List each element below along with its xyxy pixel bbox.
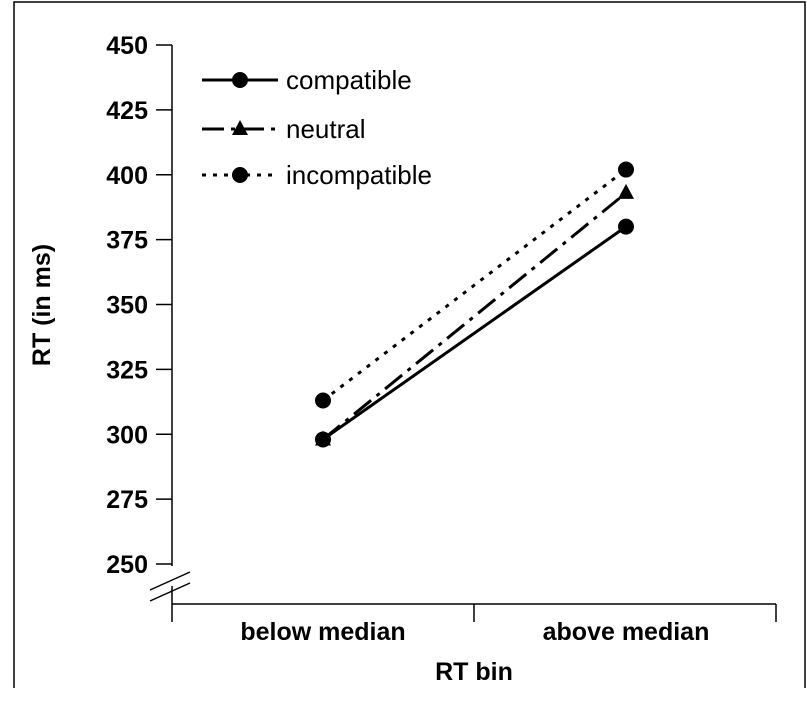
- legend-marker-neutral: [232, 120, 248, 135]
- y-tick-label: 275: [106, 486, 148, 514]
- y-tick-label: 450: [106, 32, 148, 60]
- axis-break-mark-upper: [149, 571, 191, 591]
- y-tick-label: 375: [106, 227, 148, 255]
- axis-break-mark-lower: [149, 582, 191, 602]
- data-point-neutral: [618, 183, 634, 199]
- figure-border: [13, 1, 806, 688]
- legend-label-neutral: neutral: [286, 114, 366, 144]
- y-tick-label: 425: [106, 97, 148, 125]
- y-axis-label: RT (in ms): [28, 244, 56, 366]
- series-line-incompatible: [322, 168, 627, 402]
- data-point-incompatible: [618, 161, 634, 178]
- series-lines: [322, 168, 627, 441]
- series-markers: [315, 161, 634, 448]
- series-line-compatible: [322, 225, 627, 441]
- legend-marker-incompatible: [232, 167, 248, 183]
- y-tick-label: 350: [106, 292, 148, 320]
- y-ticks: 450 425 400 375 350 325 300 275 250: [106, 32, 172, 579]
- x-axis-label: RT bin: [435, 658, 513, 686]
- series-line-neutral: [322, 191, 627, 441]
- data-point-neutral: [315, 430, 331, 446]
- x-tick-label: below median: [240, 618, 405, 646]
- legend-label-compatible: compatible: [286, 65, 412, 95]
- legend-marker-compatible: [232, 72, 248, 88]
- data-point-compatible: [618, 218, 634, 235]
- legend-label-incompatible: incompatible: [286, 160, 432, 190]
- data-point-incompatible: [315, 392, 331, 409]
- legend: compatible neutral incompatible: [202, 65, 432, 190]
- y-tick-label: 325: [106, 356, 148, 384]
- x-tick-label: above median: [543, 618, 710, 646]
- x-tick-labels: below median above median: [240, 618, 709, 646]
- y-tick-label: 250: [106, 551, 148, 579]
- y-tick-label: 300: [106, 421, 148, 449]
- y-tick-label: 400: [106, 162, 148, 190]
